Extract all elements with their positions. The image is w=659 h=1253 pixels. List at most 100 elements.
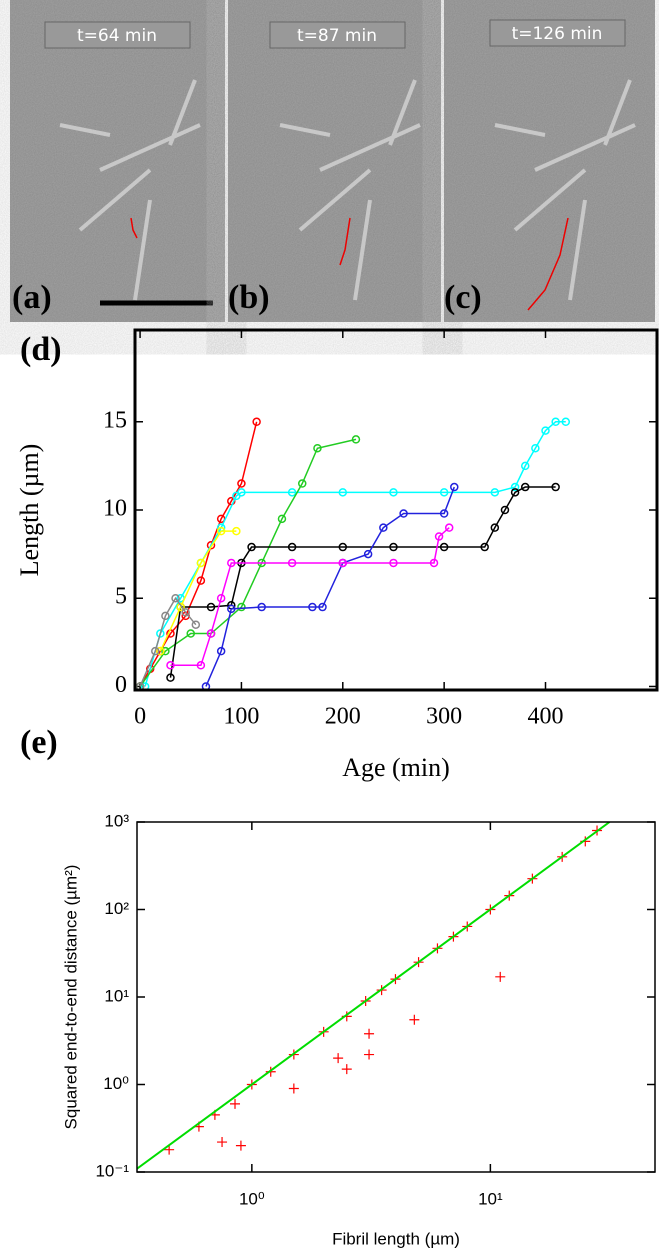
data-point <box>429 558 439 568</box>
data-point <box>363 549 373 559</box>
data-point <box>444 523 454 532</box>
y-tick-label: 5 <box>115 584 127 610</box>
data-point <box>237 602 246 612</box>
data-point <box>409 1014 420 1025</box>
data-point <box>338 488 348 497</box>
y-axis-label: Squared end-to-end distance (µm²) <box>61 865 80 1130</box>
x-tick-label: 400 <box>528 704 564 730</box>
data-point <box>166 673 175 682</box>
y-tick-label: 10² <box>104 899 129 918</box>
data-point <box>257 602 266 612</box>
data-point <box>191 620 201 629</box>
time-label: t=64 min <box>77 26 157 46</box>
series-line <box>139 438 357 687</box>
data-point <box>287 558 297 568</box>
micrograph-noise <box>444 0 655 322</box>
data-point <box>287 542 297 552</box>
data-point <box>520 461 530 471</box>
image-panel: t=87 min (b) <box>228 0 441 322</box>
series-line <box>159 530 237 652</box>
x-tick-label: 300 <box>426 704 462 730</box>
data-point <box>216 526 226 536</box>
data-point <box>313 443 322 453</box>
data-point <box>495 971 506 982</box>
data-point <box>297 479 307 488</box>
series-line <box>139 596 197 687</box>
fibrils <box>59 79 201 301</box>
image-panel: t=64 min (a) <box>10 0 225 322</box>
x-tick-label: 10¹ <box>478 1189 503 1208</box>
trace <box>130 217 138 239</box>
panel-label: (e) <box>20 724 58 761</box>
trace <box>339 217 351 266</box>
data-point <box>206 541 216 550</box>
data-point <box>351 435 361 444</box>
data-point <box>196 576 206 585</box>
data-point <box>379 523 388 532</box>
panel-label: (a) <box>12 279 52 316</box>
fibrils <box>494 79 636 301</box>
x-axis-label: Age (min) <box>342 753 450 782</box>
plot-frame <box>136 821 656 1173</box>
data-point <box>196 558 206 568</box>
data-point <box>247 542 256 552</box>
x-tick-label: 10⁰ <box>239 1189 265 1208</box>
data-point <box>520 482 530 492</box>
time-box <box>489 19 626 47</box>
data-point <box>439 488 449 497</box>
y-tick-label: 10⁻¹ <box>95 1161 129 1180</box>
plot-area <box>137 822 611 1170</box>
data-point <box>389 488 398 497</box>
data-point <box>217 1137 228 1148</box>
fit-line <box>137 822 611 1170</box>
x-tick-label: 100 <box>223 704 259 730</box>
data-point <box>318 602 327 612</box>
panel-label: (c) <box>444 279 482 316</box>
panel-label: (b) <box>228 279 270 316</box>
data-point <box>531 443 540 453</box>
y-tick-label: 10¹ <box>104 986 129 1005</box>
data-point <box>480 542 489 552</box>
data-point <box>216 593 226 603</box>
data-point <box>500 505 510 515</box>
data-point <box>227 496 236 506</box>
plot-frame <box>133 328 659 692</box>
y-tick-label: 15 <box>103 407 127 433</box>
data-point <box>434 532 444 541</box>
data-point <box>166 661 175 670</box>
data-point <box>216 646 226 656</box>
data-point <box>206 602 216 612</box>
series-line <box>139 421 258 687</box>
time-label: t=126 min <box>512 24 603 44</box>
data-point <box>161 611 170 621</box>
data-point <box>288 1083 299 1094</box>
x-axis-label: Fibril length (µm) <box>332 1229 460 1248</box>
data-point <box>364 1049 375 1060</box>
data-point <box>230 1098 241 1109</box>
data-point <box>439 509 449 518</box>
data-point <box>227 604 236 614</box>
y-tick-label: 0 <box>115 672 127 698</box>
micrograph-noise <box>228 0 441 322</box>
data-point <box>490 488 500 497</box>
image-panel: t=126 min (c) <box>444 0 655 322</box>
y-axis-label: Length (µm) <box>15 444 44 577</box>
trace <box>527 217 569 311</box>
data-point <box>341 1064 352 1075</box>
data-point <box>333 1053 344 1064</box>
data-point <box>151 646 160 656</box>
data-point <box>232 526 241 536</box>
data-point <box>389 558 398 568</box>
y-tick-label: 10 <box>103 496 127 522</box>
panel-label: (d) <box>20 331 62 368</box>
data-point <box>237 488 246 497</box>
data-point <box>206 629 216 638</box>
data-point <box>338 542 348 552</box>
data-point <box>510 482 520 492</box>
data-point <box>171 593 180 603</box>
data-point <box>450 482 459 492</box>
data-point <box>237 479 246 488</box>
data-point <box>399 509 408 518</box>
data-point <box>541 426 550 435</box>
plot-area <box>135 417 571 690</box>
